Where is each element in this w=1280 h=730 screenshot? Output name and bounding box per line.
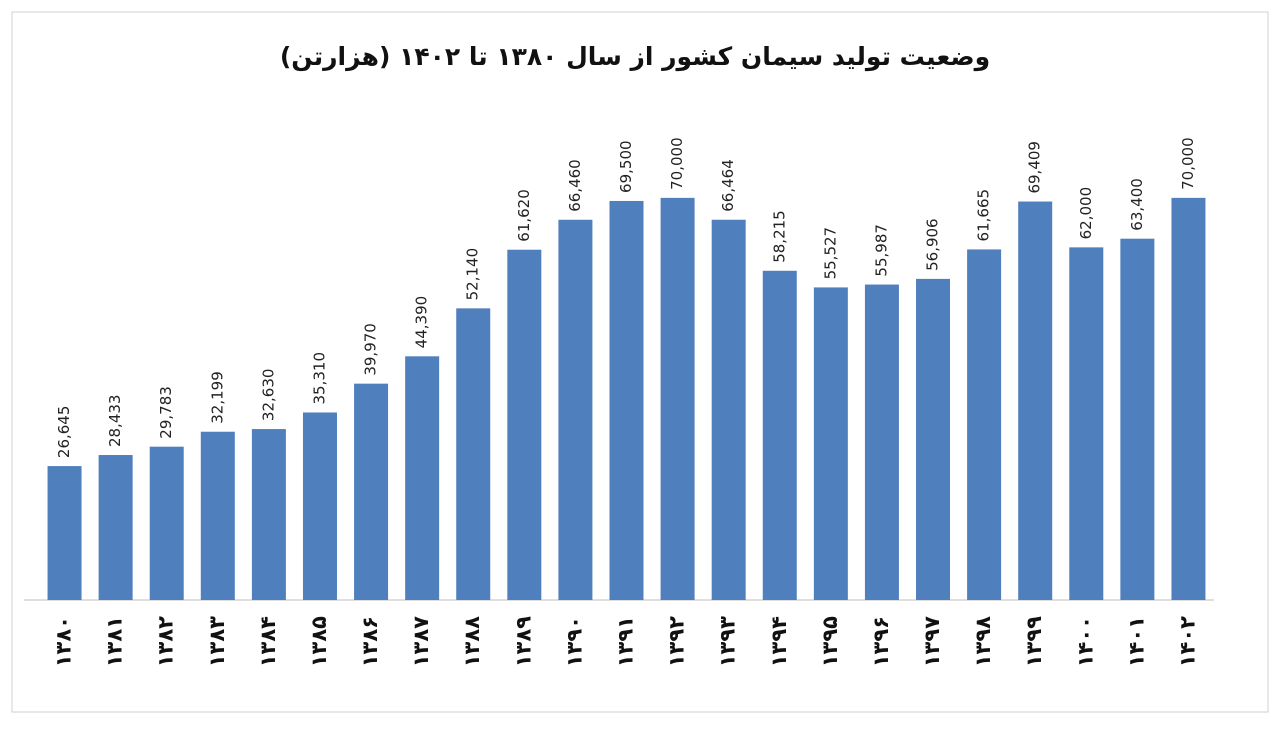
bar	[251, 429, 286, 600]
x-tick-label: ۱۳۸۹	[511, 616, 535, 667]
value-label: 55,527	[821, 227, 839, 280]
value-label: 69,500	[617, 140, 635, 193]
x-tick-label: ۱۳۹۲	[665, 616, 689, 667]
value-label: 61,665	[975, 189, 993, 241]
bar	[456, 308, 491, 600]
bar	[47, 466, 82, 600]
x-tick-label: ۱۳۸۲	[154, 616, 178, 667]
bar	[967, 249, 1002, 600]
value-label: 58,215	[770, 210, 788, 263]
value-label: 28,433	[106, 395, 124, 448]
value-label: 66,464	[719, 159, 737, 212]
x-tick-label: ۱۳۸۷	[409, 616, 433, 667]
bar	[405, 356, 440, 600]
value-label: 52,140	[464, 248, 482, 301]
x-tick-label: ۱۳۹۹	[1022, 616, 1046, 667]
x-tick-label: ۱۳۹۴	[767, 616, 791, 667]
x-tick-label: ۱۳۸۸	[460, 616, 484, 667]
bar	[609, 200, 644, 600]
bar	[660, 197, 695, 600]
x-tick-label: ۱۴۰۲	[1175, 616, 1199, 667]
x-tick-label: ۱۳۸۰	[52, 616, 76, 667]
x-tick-label: ۱۳۹۳	[716, 616, 740, 667]
x-tick-label: ۱۳۹۸	[971, 616, 995, 667]
value-label: 69,409	[1026, 141, 1044, 194]
bar	[200, 431, 235, 600]
bar	[711, 219, 746, 600]
chart-title: وضعیت تولید سیمان کشور از سال ۱۳۸۰ تا ۱۴…	[280, 42, 990, 72]
value-label: 55,987	[872, 224, 890, 277]
value-label: 32,630	[259, 369, 277, 422]
bar	[813, 287, 848, 600]
value-label: 35,310	[310, 352, 328, 405]
value-label: 26,645	[55, 406, 73, 459]
x-tick-label: ۱۳۸۴	[256, 616, 280, 667]
bar	[1069, 247, 1104, 601]
x-tick-label: ۱۴۰۱	[1124, 616, 1148, 667]
x-tick-label: ۱۳۹۵	[818, 616, 842, 667]
value-label: 63,400	[1128, 178, 1146, 231]
bar	[149, 446, 184, 600]
bar	[354, 383, 389, 600]
bar	[762, 270, 797, 600]
value-label: 66,460	[566, 159, 584, 212]
value-label: 62,000	[1077, 187, 1095, 240]
bar	[302, 412, 337, 600]
x-tick-label: ۱۳۹۰	[562, 616, 586, 667]
bar	[1018, 201, 1053, 600]
bar	[916, 278, 951, 600]
bar	[507, 249, 542, 600]
bar	[1171, 197, 1206, 600]
x-tick-label: ۱۳۸۱	[103, 616, 127, 667]
bar	[1120, 238, 1155, 600]
value-label: 39,970	[362, 323, 380, 376]
x-tick-label: ۱۳۹۱	[614, 616, 638, 667]
x-tick-label: ۱۳۸۵	[307, 616, 331, 667]
value-label: 56,906	[924, 218, 942, 271]
x-tick-label: ۱۳۸۶	[358, 616, 382, 667]
value-label: 29,783	[157, 386, 175, 439]
x-tick-label: ۱۳۹۷	[920, 616, 944, 667]
value-label: 70,000	[1179, 137, 1197, 190]
bar	[864, 284, 899, 600]
value-label: 44,390	[413, 296, 431, 349]
value-label: 61,620	[515, 189, 533, 242]
x-tick-label: ۱۴۰۰	[1073, 616, 1097, 667]
x-tick-label: ۱۳۸۳	[205, 616, 229, 667]
bar	[98, 455, 133, 600]
value-label: 32,199	[208, 371, 226, 424]
value-label: 70,000	[668, 137, 686, 190]
x-tick-label: ۱۳۹۶	[869, 616, 893, 667]
bar	[558, 219, 593, 601]
